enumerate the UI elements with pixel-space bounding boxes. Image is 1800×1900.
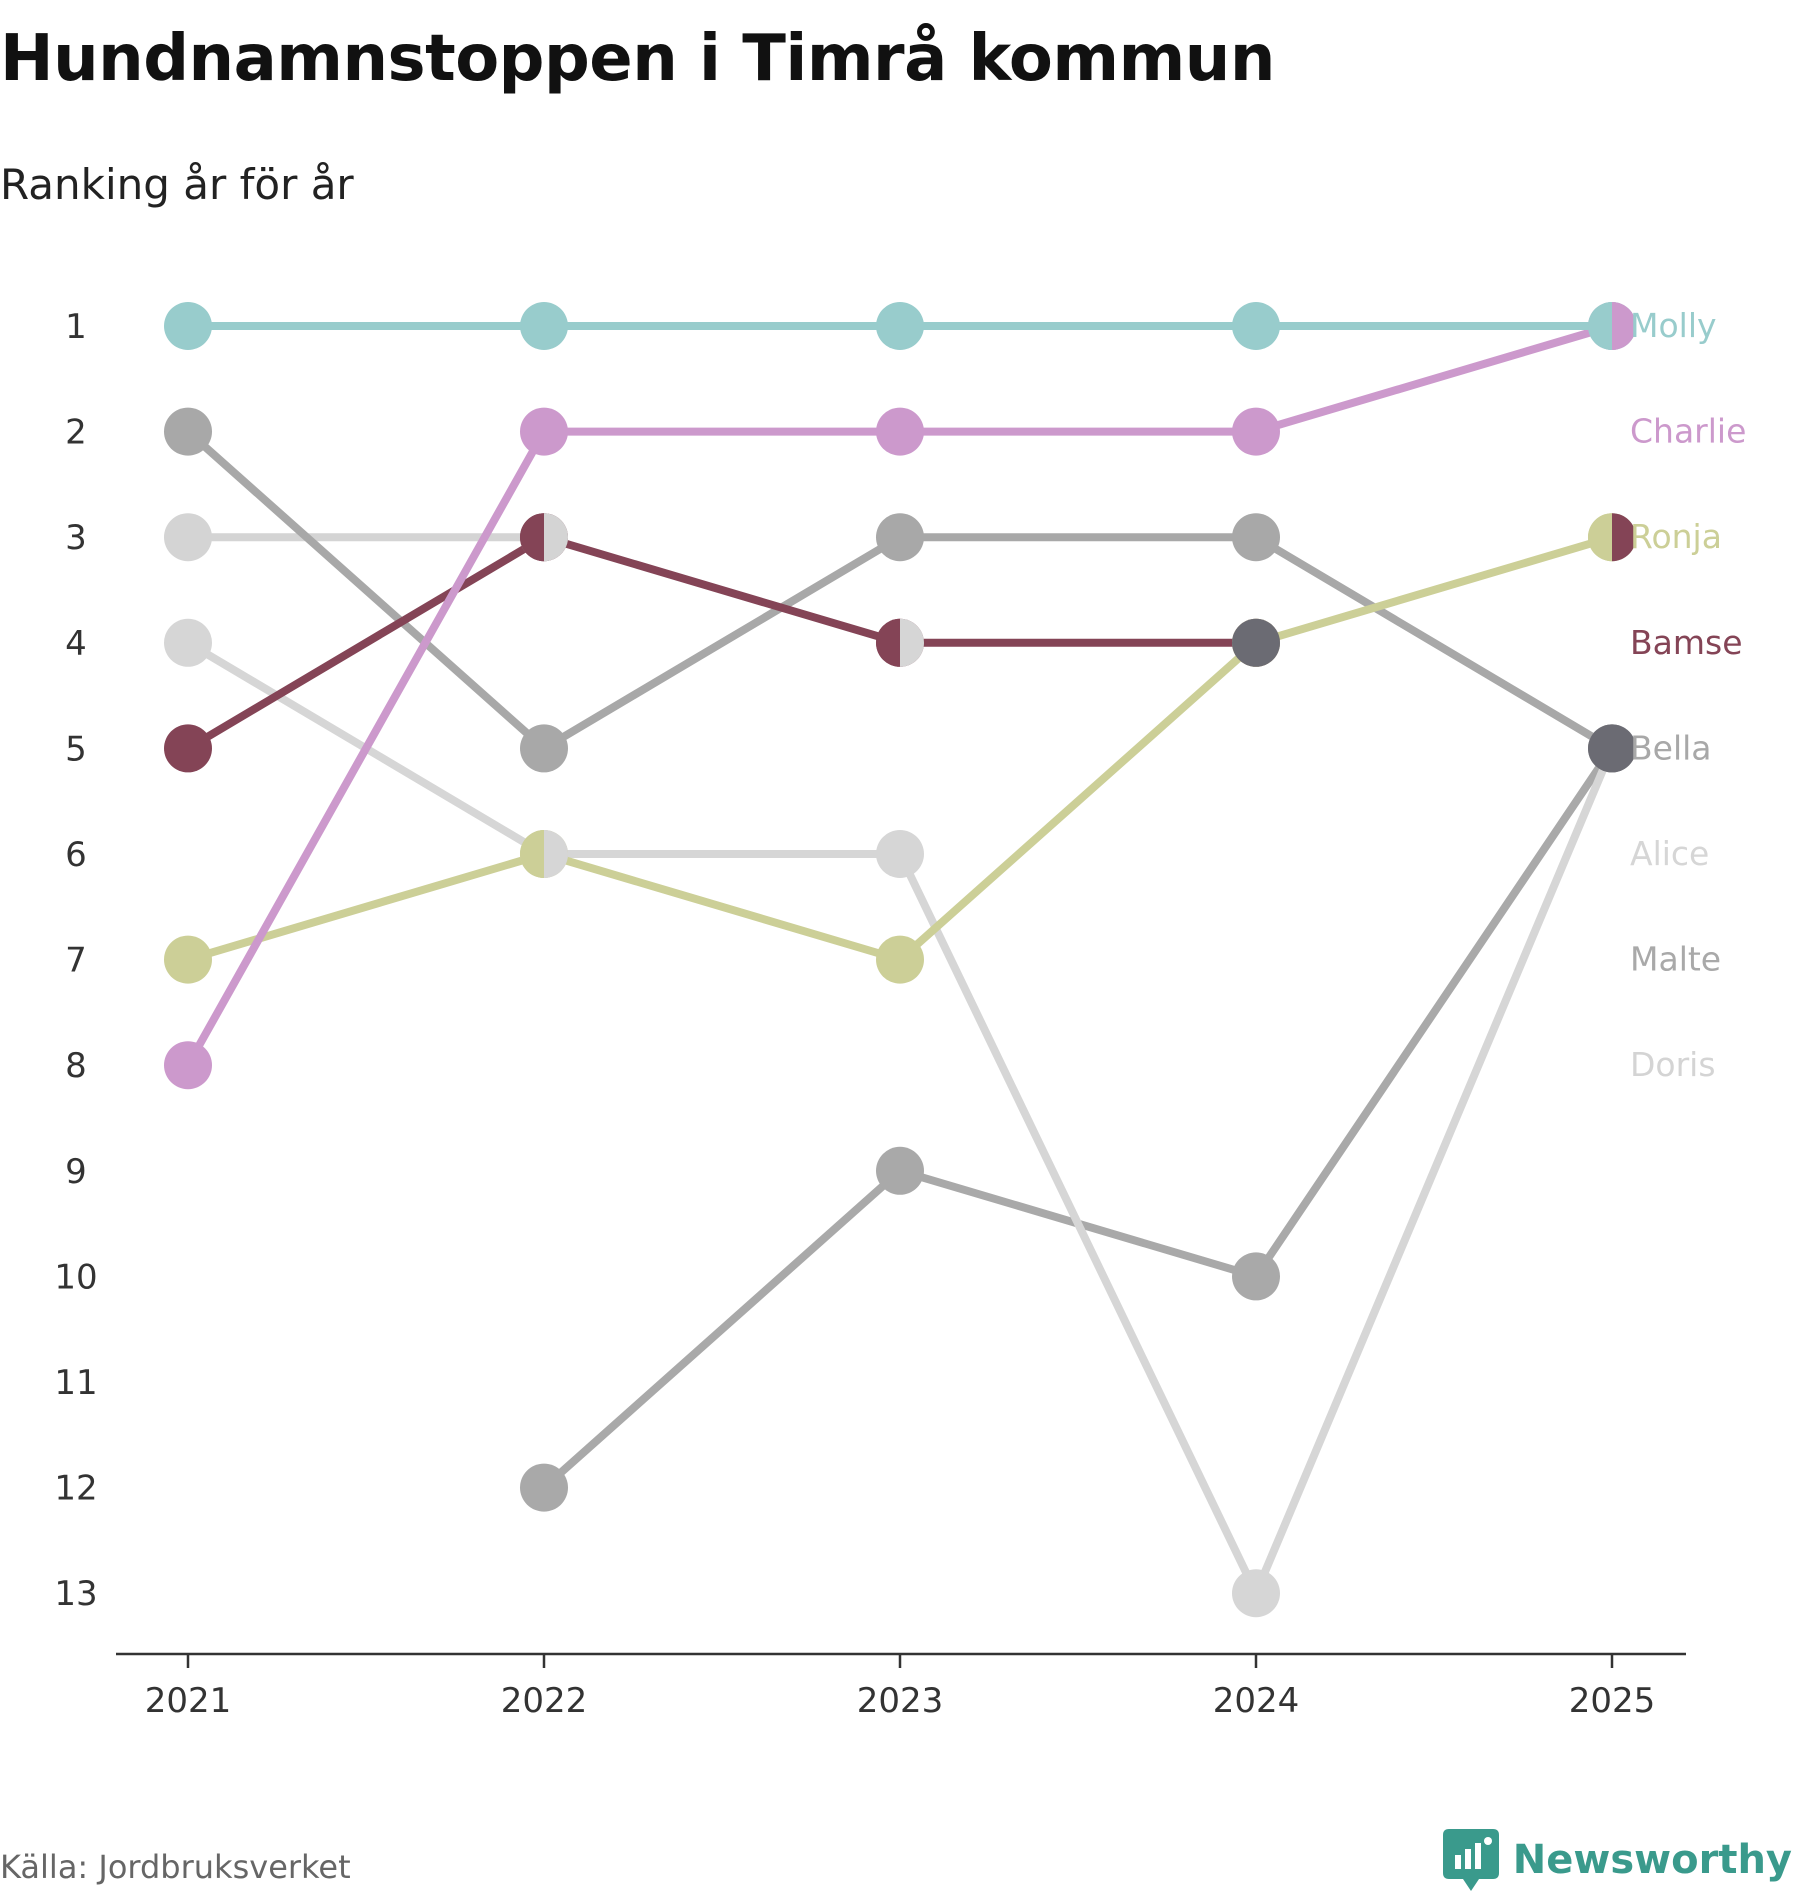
data-point-bella <box>876 513 924 562</box>
series-line-bella <box>184 427 1616 753</box>
y-tick-label: 6 <box>65 835 87 875</box>
chart-title: Hundnamnstoppen i Timrå kommun <box>0 22 1275 96</box>
shared-point-left <box>1588 302 1612 350</box>
bar-chart-icon <box>1442 1829 1499 1891</box>
data-point-charlie <box>520 407 568 456</box>
y-tick-label: 8 <box>65 1046 87 1086</box>
y-tick-label: 1 <box>65 307 87 347</box>
end-label-malte: Malte <box>1630 940 1721 979</box>
shared-point-left <box>520 513 544 562</box>
x-tick-label: 2021 <box>145 1681 232 1721</box>
data-point-malte <box>876 1146 924 1195</box>
x-tick-label: 2023 <box>857 1681 944 1721</box>
data-point-bella <box>164 407 212 456</box>
shared-point-left <box>1588 513 1612 562</box>
data-point-molly <box>876 302 924 350</box>
end-label-doris: Doris <box>1630 1045 1716 1084</box>
shared-point-right <box>544 513 568 562</box>
data-point-bamse <box>164 724 212 773</box>
brand-logo: Newsworthy <box>1442 1820 1792 1900</box>
rank-chart: 2021 2022 2023 2024 202512345678910111213Mol… <box>54 302 1746 1721</box>
y-tick-label: 4 <box>65 624 87 664</box>
y-tick-label: 11 <box>54 1363 97 1403</box>
data-point-bella <box>1232 513 1280 562</box>
data-point-molly <box>1232 302 1280 350</box>
shared-point-left <box>876 618 900 667</box>
series-line-bamse <box>184 533 1260 753</box>
y-tick-label: 13 <box>54 1574 97 1614</box>
y-tick-label: 3 <box>65 518 87 558</box>
series-line-alice <box>184 638 1616 1598</box>
data-point-charlie <box>876 407 924 456</box>
end-label-bella: Bella <box>1630 728 1712 767</box>
x-tick-label: 2025 <box>1569 1681 1656 1721</box>
source-note: Källa: Jordbruksverket <box>0 1848 351 1886</box>
chart-subtitle: Ranking år för år <box>0 160 354 209</box>
y-tick-label: 5 <box>65 729 87 769</box>
data-point-bella <box>520 724 568 773</box>
end-label-bamse: Bamse <box>1630 623 1743 662</box>
data-point-malte <box>1232 1252 1280 1301</box>
shared-point-right <box>1612 302 1636 350</box>
y-tick-label: 10 <box>54 1257 97 1297</box>
series-line-ronja <box>184 533 1616 964</box>
end-label-molly: Molly <box>1630 306 1717 345</box>
brand-name: Newsworthy <box>1512 1837 1792 1883</box>
data-point-molly <box>520 302 568 350</box>
y-tick-label: 2 <box>65 413 87 453</box>
end-label-alice: Alice <box>1630 834 1709 873</box>
shared-point <box>1232 618 1280 667</box>
data-point-ronja <box>164 935 212 984</box>
shared-point-right <box>1612 513 1637 562</box>
y-tick-label: 9 <box>65 1152 87 1192</box>
end-label-charlie: Charlie <box>1630 412 1746 451</box>
series-line-malte <box>540 744 1616 1492</box>
data-point-alice <box>876 830 924 878</box>
data-point-malte <box>520 1463 568 1512</box>
shared-point-right <box>900 618 924 667</box>
data-point-alice <box>164 618 212 667</box>
data-point-molly <box>164 302 212 350</box>
data-point-doris <box>164 513 212 562</box>
shared-point-left <box>520 830 544 878</box>
data-point-charlie <box>1232 407 1280 456</box>
data-point-charlie <box>164 1041 212 1090</box>
data-point-ronja <box>876 935 924 984</box>
shared-point <box>1588 724 1636 773</box>
y-tick-label: 7 <box>65 941 87 981</box>
shared-point-right <box>544 830 568 878</box>
y-tick-label: 12 <box>54 1469 97 1509</box>
x-tick-label: 2024 <box>1213 1681 1300 1721</box>
x-tick-label: 2022 <box>501 1681 588 1721</box>
end-label-ronja: Ronja <box>1630 517 1722 556</box>
data-point-alice <box>1232 1569 1280 1618</box>
